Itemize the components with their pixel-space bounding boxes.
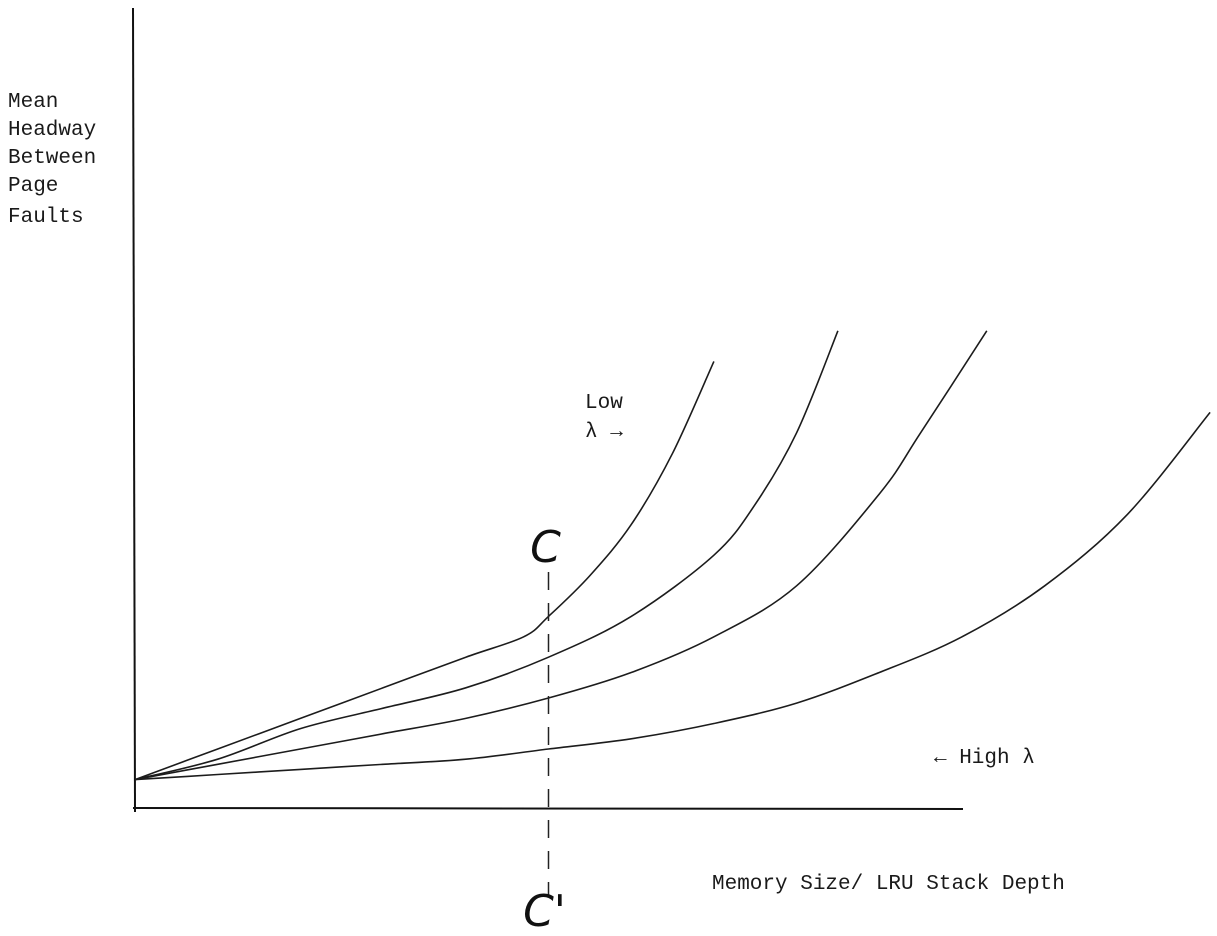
series-curve-3 xyxy=(134,330,988,781)
reference-label-bottom: C' xyxy=(523,886,566,936)
series-curve-4 xyxy=(134,411,1211,781)
series-curve-1 xyxy=(134,361,715,781)
series-group xyxy=(134,330,1211,781)
reference-label-top: C xyxy=(530,522,561,573)
y-axis xyxy=(132,7,136,813)
y-axis-label: Mean Headway Between Page Faults xyxy=(8,91,96,229)
y-axis-label-line: Page xyxy=(8,175,58,198)
annotation-low-lambda-line1: Low xyxy=(585,392,623,415)
y-axis-label-line: Between xyxy=(8,147,96,170)
series-curve-2 xyxy=(134,330,839,781)
y-axis-label-line: Headway xyxy=(8,119,96,142)
x-axis xyxy=(132,807,964,810)
annotation-high-lambda: ← High λ xyxy=(934,747,1035,770)
x-axis-label: Memory Size/ LRU Stack Depth xyxy=(712,873,1065,896)
y-axis-label-line: Mean xyxy=(8,91,58,114)
y-axis-label-line: Faults xyxy=(8,206,84,229)
annotation-low-lambda-line2: λ → xyxy=(585,421,623,444)
